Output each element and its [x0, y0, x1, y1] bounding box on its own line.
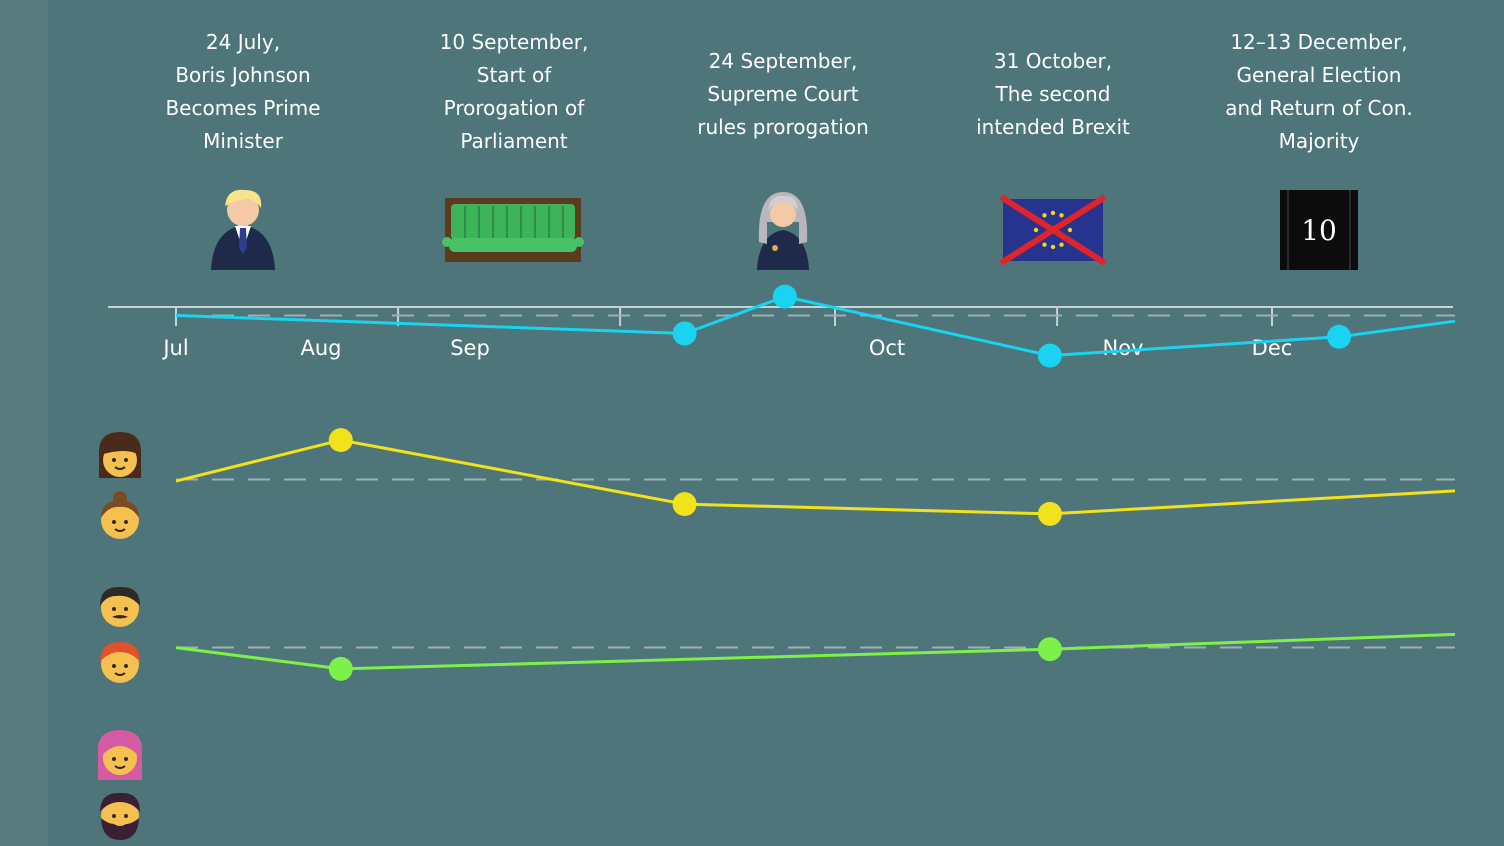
series-line-1 [175, 438, 1456, 516]
event-label-prorogation: 10 September, Start of Prorogation of Pa… [439, 30, 589, 153]
axis-label-sep: Sep [450, 336, 490, 360]
series-lines [175, 295, 1456, 671]
series-1-marker-0 [328, 428, 353, 453]
baselines [176, 314, 1455, 649]
judge-icon [757, 192, 809, 270]
series-2-marker-0 [328, 656, 353, 681]
axis-label-nov: Nov [1102, 336, 1144, 360]
event-label-supreme-court: 24 September, Supreme Court rules prorog… [697, 49, 869, 139]
parliament-bench-icon [442, 198, 584, 262]
event-label-boris-johnson: 24 July, Boris Johnson Becomes Prime Min… [165, 30, 321, 153]
series-2-marker-1 [1037, 637, 1062, 662]
man-beard-icon [100, 792, 140, 840]
woman-bun-icon [101, 491, 139, 539]
series-line-0 [175, 295, 1456, 358]
timeline-chart: 24 July, Boris Johnson Becomes Prime Min… [48, 0, 1504, 846]
boris-johnson-icon [211, 189, 275, 270]
number-10-door-icon: 10 [1280, 190, 1358, 270]
woman-pink-hair-icon [97, 730, 143, 780]
series-1-marker-2 [1037, 501, 1062, 526]
axis-ticks [175, 307, 1273, 326]
axis-label-oct: Oct [868, 336, 906, 360]
series-1-marker-1 [672, 492, 697, 517]
woman-brown-hair-icon [98, 432, 142, 478]
svg-text:10: 10 [1301, 214, 1337, 247]
event-label-general-election: 12–13 December, General Election and Ret… [1225, 30, 1413, 153]
axis-label-aug: Aug [300, 336, 342, 360]
series-0-marker-1 [772, 284, 797, 309]
crossed-eu-flag-icon [999, 194, 1107, 266]
chart-svg: 10 [97, 189, 1456, 840]
man-mustache-icon [100, 586, 140, 627]
series-markers [328, 284, 1352, 681]
man-red-hair-icon [100, 642, 140, 683]
series-0-marker-2 [1037, 343, 1062, 368]
series-0-marker-0 [672, 321, 697, 346]
event-label-brexit: 31 October, The second intended Brexit [976, 49, 1130, 139]
axis-label-jul: Jul [163, 336, 189, 360]
series-line-2 [175, 632, 1456, 671]
series-0-marker-3 [1327, 324, 1352, 349]
